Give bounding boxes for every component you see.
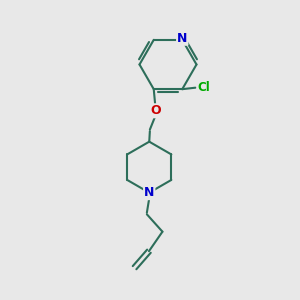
Text: N: N bbox=[144, 186, 154, 199]
Text: N: N bbox=[177, 32, 188, 45]
Text: Cl: Cl bbox=[197, 81, 210, 94]
Text: O: O bbox=[150, 104, 160, 117]
